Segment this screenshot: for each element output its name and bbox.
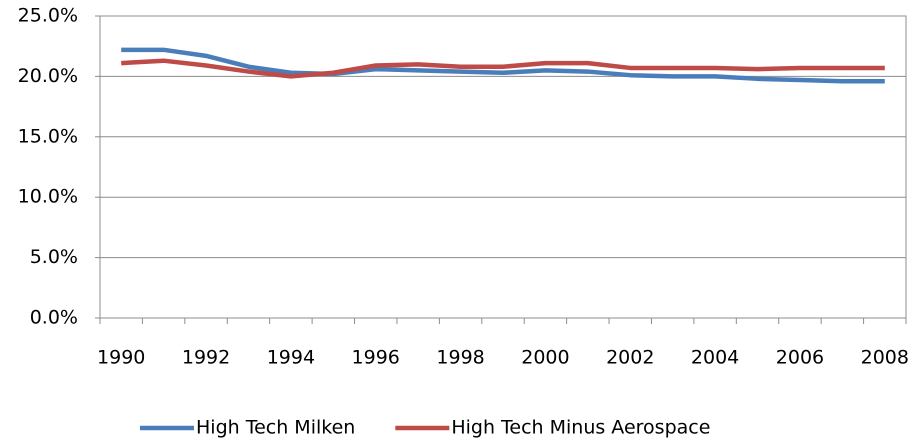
y-tick-label: 5.0% (30, 246, 78, 268)
x-tick-label: 2000 (521, 347, 569, 369)
series-line (121, 47, 885, 84)
series-line (121, 58, 885, 79)
x-tick-label: 1992 (182, 347, 230, 369)
x-tick-label: 1996 (352, 347, 400, 369)
x-tick-label: 2008 (861, 347, 909, 369)
x-tick-label: 1994 (267, 347, 315, 369)
x-tick-label: 1998 (436, 347, 484, 369)
y-tick-label: 15.0% (18, 125, 78, 147)
x-tick-label: 2004 (691, 347, 739, 369)
legend-label: High Tech Milken (196, 417, 355, 439)
y-tick-label: 20.0% (18, 65, 78, 87)
legend-label: High Tech Minus Aerospace (451, 417, 710, 439)
y-tick-label: 0.0% (30, 307, 78, 329)
plot-frame (99, 15, 907, 319)
y-tick-label: 25.0% (18, 5, 78, 27)
x-tick-label: 2002 (606, 347, 654, 369)
x-tick-label: 2006 (776, 347, 824, 369)
x-tick-label: 1990 (97, 347, 145, 369)
y-tick-label: 10.0% (18, 186, 78, 208)
